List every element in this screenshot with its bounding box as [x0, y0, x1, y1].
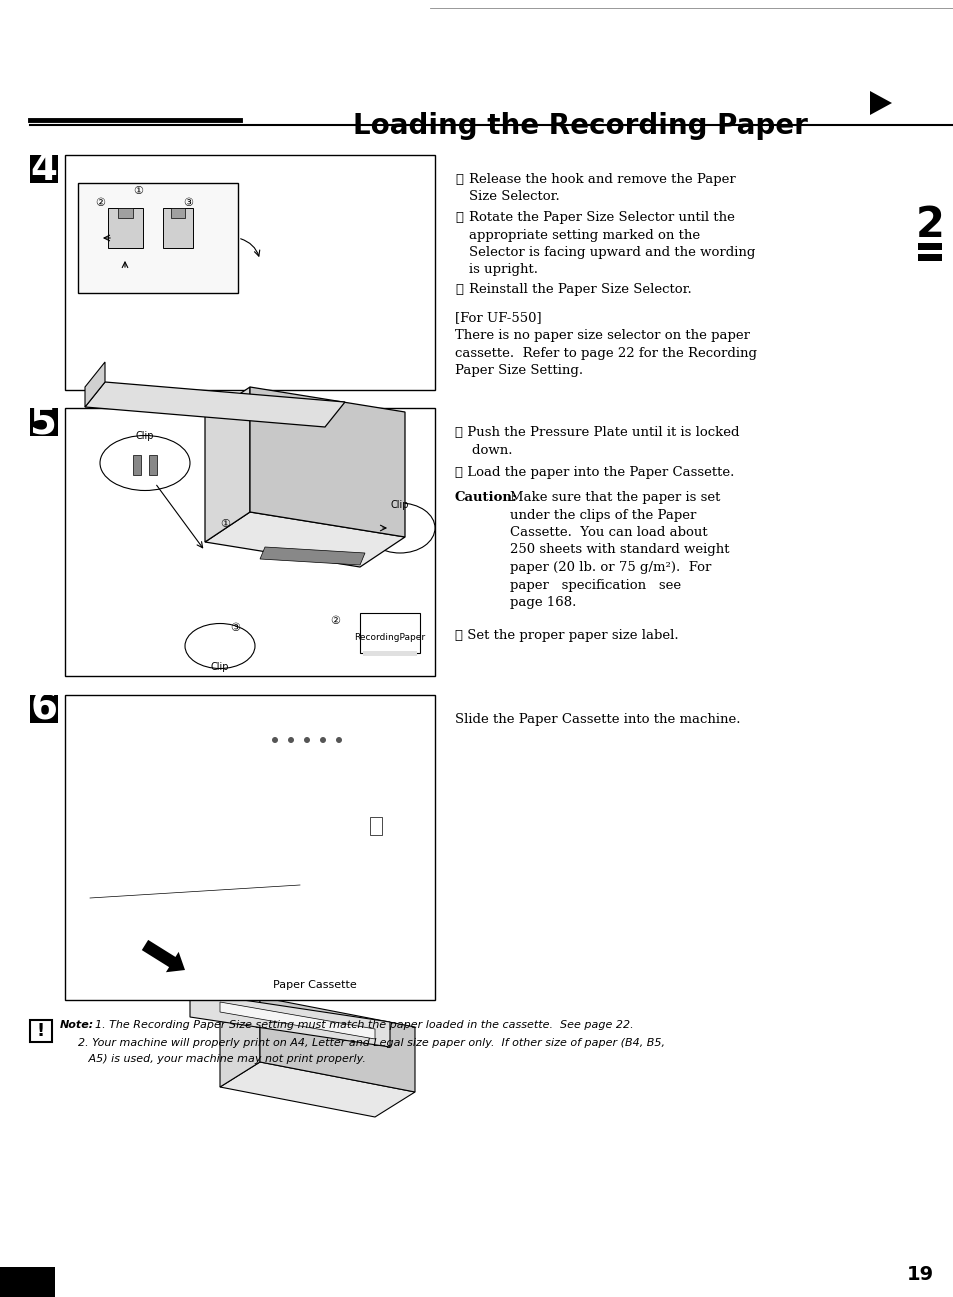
Polygon shape — [85, 362, 105, 407]
Polygon shape — [260, 997, 415, 1092]
Bar — [359, 613, 419, 652]
Ellipse shape — [100, 436, 190, 490]
Text: Note:: Note: — [60, 1019, 94, 1030]
Circle shape — [335, 737, 341, 743]
Polygon shape — [220, 1003, 375, 1039]
Polygon shape — [260, 547, 365, 565]
Bar — [65, 156, 435, 390]
Text: ①: ① — [220, 519, 230, 529]
Bar — [30, 156, 58, 183]
Polygon shape — [285, 846, 370, 860]
Text: ① Push the Pressure Plate until it is locked
    down.: ① Push the Pressure Plate until it is lo… — [455, 425, 739, 457]
Bar — [30, 695, 58, 722]
Bar — [132, 455, 141, 475]
Bar — [370, 817, 381, 835]
Polygon shape — [154, 741, 390, 773]
Polygon shape — [869, 91, 891, 115]
Text: 4: 4 — [30, 150, 57, 188]
Polygon shape — [270, 767, 399, 840]
Text: ①: ① — [132, 185, 143, 196]
Text: Reinstall the Paper Size Selector.: Reinstall the Paper Size Selector. — [469, 283, 691, 296]
Text: 2: 2 — [915, 204, 943, 246]
Polygon shape — [205, 512, 405, 567]
Polygon shape — [220, 997, 260, 1087]
Polygon shape — [190, 992, 390, 1047]
Circle shape — [288, 737, 294, 743]
Text: Clip: Clip — [211, 661, 229, 672]
Circle shape — [272, 737, 277, 743]
Text: ② Set the proper paper size label.: ② Set the proper paper size label. — [455, 629, 678, 642]
Circle shape — [304, 737, 310, 743]
Polygon shape — [220, 1062, 415, 1117]
Text: ②: ② — [455, 211, 462, 224]
Text: Release the hook and remove the Paper
Size Selector.: Release the hook and remove the Paper Si… — [469, 173, 735, 204]
Text: 1. The Recording Paper Size setting must match the paper loaded in the cassette.: 1. The Recording Paper Size setting must… — [95, 1019, 633, 1030]
Bar — [917, 243, 941, 250]
Text: Paper Cassette: Paper Cassette — [273, 981, 356, 990]
Bar — [108, 208, 143, 248]
Text: 6: 6 — [30, 690, 57, 728]
Text: [For UF-550]: [For UF-550] — [455, 311, 541, 324]
Text: 5: 5 — [30, 403, 57, 441]
FancyArrow shape — [142, 940, 185, 973]
Text: ②: ② — [330, 616, 339, 626]
Bar — [163, 208, 193, 248]
Bar — [363, 651, 416, 656]
Bar — [65, 695, 435, 1000]
Bar — [118, 208, 132, 218]
Text: ①: ① — [455, 173, 462, 185]
Text: Slide the Paper Cassette into the machine.: Slide the Paper Cassette into the machin… — [455, 713, 740, 726]
Text: Make sure that the paper is set
under the clips of the Paper
Cassette.  You can : Make sure that the paper is set under th… — [510, 492, 729, 610]
Polygon shape — [234, 767, 270, 840]
Bar — [171, 208, 185, 218]
Circle shape — [319, 737, 326, 743]
Text: Caution:: Caution: — [455, 492, 517, 505]
Text: Clip: Clip — [135, 431, 154, 441]
Text: Loading the Recording Paper: Loading the Recording Paper — [353, 112, 806, 140]
Polygon shape — [135, 721, 399, 781]
Bar — [30, 1019, 52, 1041]
Text: !: ! — [37, 1022, 45, 1040]
Text: ③: ③ — [230, 623, 240, 633]
Polygon shape — [135, 716, 150, 756]
Bar — [149, 455, 157, 475]
Polygon shape — [205, 387, 250, 542]
Text: A5) is used, your machine may not print properly.: A5) is used, your machine may not print … — [78, 1054, 366, 1064]
Text: ③: ③ — [183, 198, 193, 208]
Ellipse shape — [365, 503, 435, 553]
Text: 19: 19 — [905, 1266, 933, 1284]
Polygon shape — [234, 821, 399, 861]
Bar — [917, 254, 941, 261]
Polygon shape — [85, 383, 345, 427]
Bar — [30, 409, 58, 436]
Text: RecordingPaper: RecordingPaper — [355, 633, 425, 642]
Bar — [0, 1267, 55, 1297]
Text: Clip: Clip — [391, 501, 409, 510]
Polygon shape — [250, 387, 405, 537]
Ellipse shape — [185, 624, 254, 668]
Bar — [65, 409, 435, 676]
Bar — [78, 183, 237, 293]
Text: ② Load the paper into the Paper Cassette.: ② Load the paper into the Paper Cassette… — [455, 466, 734, 479]
Text: ②: ② — [95, 198, 105, 208]
Text: Rotate the Paper Size Selector until the
appropriate setting marked on the
Selec: Rotate the Paper Size Selector until the… — [469, 211, 755, 276]
Text: ③: ③ — [455, 283, 462, 296]
Text: 2. Your machine will properly print on A4, Letter and Legal size paper only.  If: 2. Your machine will properly print on A… — [78, 1038, 664, 1048]
Text: There is no paper size selector on the paper
cassette.  Refer to page 22 for the: There is no paper size selector on the p… — [455, 329, 757, 377]
